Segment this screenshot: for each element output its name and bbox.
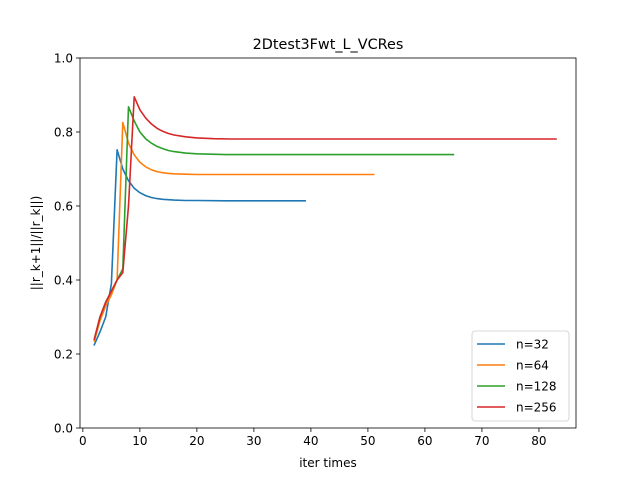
y-tick-label: 0.0 (54, 422, 73, 436)
x-tick-label: 40 (303, 434, 318, 448)
legend-label: n=256 (516, 401, 557, 415)
series-line-n-32 (93, 149, 307, 346)
x-tick-label: 30 (246, 434, 261, 448)
y-tick-label: 0.8 (54, 126, 73, 140)
x-tick-label: 50 (360, 434, 375, 448)
series-line-n-256 (93, 96, 557, 341)
series-lines (93, 96, 557, 346)
x-tick-label: 60 (417, 434, 432, 448)
x-tick-label: 20 (189, 434, 204, 448)
x-tick-label: 10 (132, 434, 147, 448)
y-tick-label: 1.0 (54, 52, 73, 66)
legend-items: n=32 n=64 n=128 n=256 (477, 338, 557, 415)
x-axis-label: iter times (299, 456, 357, 470)
legend-box (471, 330, 570, 422)
y-tick-label: 0.4 (54, 274, 73, 288)
x-tick-label: 80 (531, 434, 546, 448)
legend-label: n=128 (516, 380, 557, 394)
legend: n=32 n=64 n=128 n=256 (471, 330, 570, 422)
axis-ticks: 0 10 20 30 40 50 60 70 80 0.0 0.2 0.4 0.6 0.8 1.0 (54, 52, 547, 449)
legend-label: n=64 (516, 359, 549, 373)
chart-title: 2Dtest3Fwt_L_VCRes (253, 37, 404, 53)
legend-label: n=32 (516, 338, 549, 352)
series-line-n-64 (93, 121, 375, 343)
x-tick-label: 0 (79, 434, 87, 448)
y-tick-label: 0.6 (54, 200, 73, 214)
y-tick-label: 0.2 (54, 348, 73, 362)
y-axis-label: ||r_k+1||/||r_k||) (29, 196, 43, 291)
plot-area-frame (79, 57, 577, 429)
x-tick-label: 70 (474, 434, 489, 448)
